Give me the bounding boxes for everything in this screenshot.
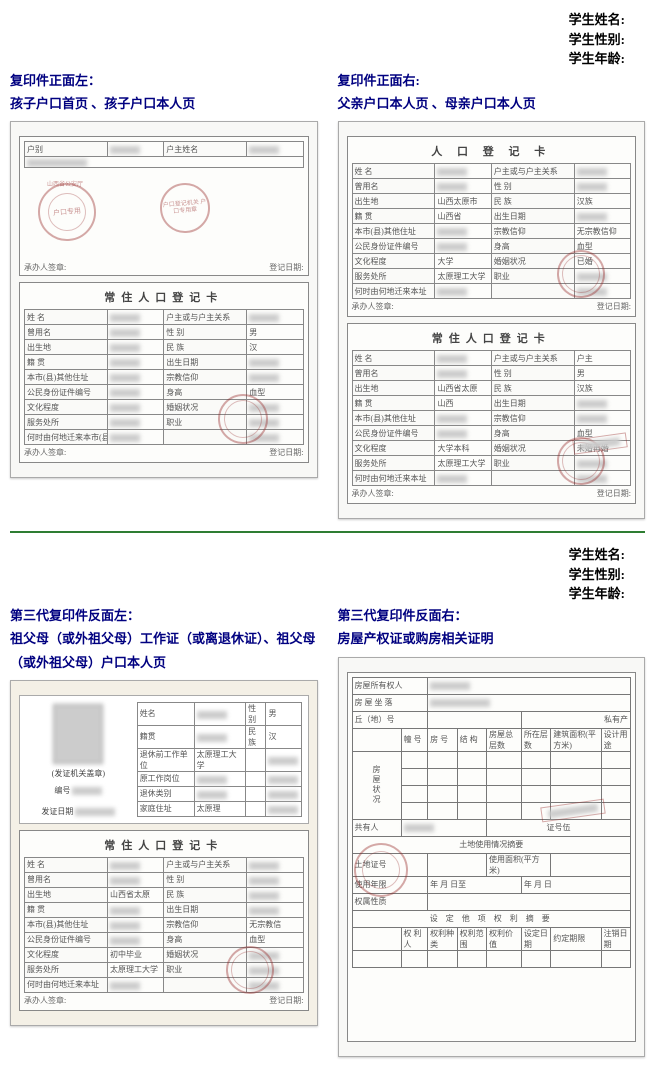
top-left-title-2: 孩子户口首页 、孩子户口本人页 [10,92,318,115]
father-foot: 承办人签章: 登记日期: [352,301,632,312]
student-gender-label: 学生性别: [10,30,625,50]
top-left-col: 复印件正面左： 孩子户口首页 、孩子户口本人页 户别 户主姓名 户口专用 山西省… [10,69,318,520]
id-photo [53,704,103,764]
id-date-label: 发证日期 [41,807,73,816]
student-info-block: 学生姓名: 学生性别: 学生年龄: [10,10,645,69]
form-title: 常住人口登记卡 [24,289,304,305]
id-right: 姓名性别男籍贯民族汉退休前工作单位太原理工大学原工作岗位退休类别家庭住址太原理 [137,702,302,817]
registry-stamp: 户口登记机关 户口专用章 [158,181,212,235]
section-divider [10,531,645,533]
bottom-left-photo: (发证机关盖章) 编号 发证日期 姓名性别男籍贯民族汉退休前工作单位太原理工大学… [10,680,318,1026]
top-left-photo: 户别 户主姓名 户口专用 山西省公安厅 户口登记机关 户口专用章 承办人签章: … [10,121,318,478]
bottom-right-title-1: 第三代复印件反面右： [338,604,646,627]
top-right-col: 复印件正面右: 父亲户口本人页 、母亲户口本人页 人 口 登 记 卡 姓 名户主… [338,69,646,520]
property-table: 房屋所有权人 房 屋 坐 落 丘（地）号私有产 幢 号房 号结 构房屋总层数所在… [352,677,632,968]
hukou-mother-page: 常住人口登记卡 姓 名户主或与户主关系户主曾用名性 别男出生地山西省太原民 族汉… [347,323,637,504]
student-info-block-2: 学生姓名: 学生性别: 学生年龄: [10,545,645,604]
student-age-label: 学生年龄: [10,584,625,604]
top-right-title: 复印件正面右: 父亲户口本人页 、母亲户口本人页 [338,69,646,116]
grandparent-foot: 承办人签章: 登记日期: [24,995,304,1006]
property-cert-page: 房屋所有权人 房 屋 坐 落 丘（地）号私有产 幢 号房 号结 构房屋总层数所在… [347,672,637,1042]
grandparent-form-table: 姓 名户主或与户主关系曾用名性 别出生地山西省太原民 族籍 贯出生日期本市(县)… [24,857,304,993]
stamp-outer-text: 山西省公安厅 [36,179,94,188]
hukou-cover-page: 户别 户主姓名 户口专用 山西省公安厅 户口登记机关 户口专用章 承办人签章: … [19,136,309,276]
hukou-father-page: 人 口 登 记 卡 姓 名户主或与户主关系曾用名性 别出生地山西太原市民 族汉族… [347,136,637,317]
top-right-title-1: 复印件正面右: [338,69,646,92]
bottom-left-col: 第三代复印件反面左： 祖父母（或外祖父母）工作证（或离退休证）、祖父母（或外祖父… [10,604,318,1057]
hukou-person-page-child: 常住人口登记卡 姓 名户主或与户主关系曾用名性 别男出生地民 族汉籍 贯出生日期… [19,282,309,463]
top-right-title-2: 父亲户口本人页 、母亲户口本人页 [338,92,646,115]
id-no-label: 编号 [54,786,70,795]
student-name-label: 学生姓名: [10,10,625,30]
form-title: 人 口 登 记 卡 [352,143,632,159]
bottom-right-title: 第三代复印件反面右： 房屋产权证或购房相关证明 [338,604,646,651]
top-right-photo: 人 口 登 记 卡 姓 名户主或与户主关系曾用名性 别出生地山西太原市民 族汉族… [338,121,646,519]
child-form-table: 姓 名户主或与户主关系曾用名性 别男出生地民 族汉籍 贯出生日期本市(县)其他住… [24,309,304,445]
child-foot: 承办人签章: 登记日期: [24,447,304,458]
student-name-label: 学生姓名: [10,545,625,565]
top-left-title: 复印件正面左： 孩子户口首页 、孩子户口本人页 [10,69,318,116]
form-title: 常住人口登记卡 [24,837,304,853]
bottom-left-title: 第三代复印件反面左： 祖父母（或外祖父母）工作证（或离退休证）、祖父母（或外祖父… [10,604,318,674]
mother-form-table: 姓 名户主或与户主关系户主曾用名性 别男出生地山西省太原民 族汉族籍 贯山西出生… [352,350,632,486]
bottom-right-col: 第三代复印件反面右： 房屋产权证或购房相关证明 房屋所有权人 房 屋 坐 落 丘… [338,604,646,1057]
id-left: (发证机关盖章) 编号 发证日期 [26,702,131,817]
bottom-left-title-2: 祖父母（或外祖父母）工作证（或离退休证）、祖父母（或外祖父母）户口本人页 [10,627,318,674]
student-age-label: 学生年龄: [10,49,625,69]
bottom-row: 第三代复印件反面左： 祖父母（或外祖父母）工作证（或离退休证）、祖父母（或外祖父… [10,604,645,1057]
bottom-left-title-1: 第三代复印件反面左： [10,604,318,627]
student-gender-label: 学生性别: [10,565,625,585]
top-left-title-1: 复印件正面左： [10,69,318,92]
police-stamp: 户口专用 [36,181,99,244]
cover-top-table: 户别 户主姓名 [24,141,304,168]
bottom-right-title-2: 房屋产权证或购房相关证明 [338,627,646,650]
father-form-table: 姓 名户主或与户主关系曾用名性 别出生地山西太原市民 族汉族籍 贯山西省出生日期… [352,163,632,299]
top-row: 复印件正面左： 孩子户口首页 、孩子户口本人页 户别 户主姓名 户口专用 山西省… [10,69,645,520]
cover-foot: 承办人签章: 登记日期: [24,262,304,273]
bottom-right-photo: 房屋所有权人 房 屋 坐 落 丘（地）号私有产 幢 号房 号结 构房屋总层数所在… [338,657,646,1057]
work-id-card: (发证机关盖章) 编号 发证日期 姓名性别男籍贯民族汉退休前工作单位太原理工大学… [19,695,309,824]
id-table: 姓名性别男籍贯民族汉退休前工作单位太原理工大学原工作岗位退休类别家庭住址太原理 [137,702,302,817]
hukou-grandparent-page: 常住人口登记卡 姓 名户主或与户主关系曾用名性 别出生地山西省太原民 族籍 贯出… [19,830,309,1011]
mother-foot: 承办人签章: 登记日期: [352,488,632,499]
issuer-label: (发证机关盖章) [26,768,131,779]
form-title: 常住人口登记卡 [352,330,632,346]
